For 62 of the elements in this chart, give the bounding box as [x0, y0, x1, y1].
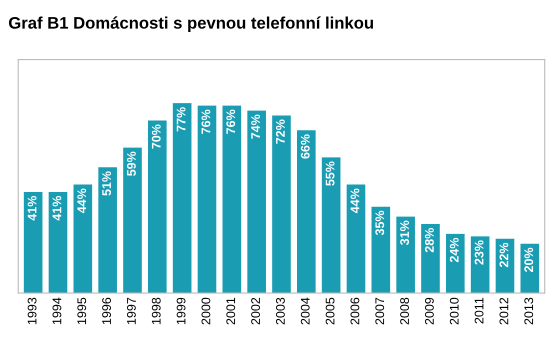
data-label: 55% [326, 161, 334, 186]
bar [272, 116, 291, 294]
x-tick-label: 1995 [77, 298, 86, 324]
bar [198, 106, 216, 294]
data-label: 22% [499, 242, 508, 268]
bar [148, 120, 167, 294]
data-label: 41% [52, 196, 62, 220]
x-tick-label: 2005 [326, 298, 334, 324]
bar [24, 192, 42, 294]
x-tick-label: 2013 [524, 298, 534, 324]
data-label: 66% [300, 134, 310, 159]
bar [123, 148, 142, 294]
bar [396, 216, 415, 294]
bar [172, 103, 192, 294]
x-tick-label: 1994 [52, 298, 62, 324]
x-tick-label: 2000 [201, 298, 210, 324]
bar [496, 238, 514, 294]
data-label: 23% [474, 240, 484, 265]
data-label: 28% [424, 228, 434, 252]
bar [446, 234, 465, 294]
bar [371, 206, 390, 294]
data-label: 51% [102, 171, 112, 196]
data-label: 76% [226, 110, 236, 134]
x-tick-label: 2011 [474, 298, 484, 324]
data-label: 77% [176, 107, 186, 132]
data-label: 59% [126, 152, 136, 176]
x-tick-label: 2006 [350, 298, 360, 324]
bar [74, 184, 92, 294]
x-tick-label: 2012 [499, 298, 508, 324]
data-label: 24% [450, 238, 459, 262]
x-tick-label: 1997 [126, 298, 136, 324]
x-tick-label: 2009 [424, 298, 434, 324]
data-label: 74% [251, 114, 260, 139]
data-label: 76% [201, 110, 210, 134]
data-label: 20% [524, 248, 534, 272]
data-label: 44% [77, 188, 86, 214]
x-tick-label: 1998 [152, 298, 161, 324]
bar [222, 106, 242, 294]
x-tick-label: 1993 [28, 298, 37, 324]
data-label: 44% [350, 188, 360, 214]
x-tick-label: 1999 [176, 298, 186, 324]
bar [297, 130, 316, 294]
x-tick-label: 2007 [375, 298, 384, 324]
data-label: 41% [28, 196, 36, 220]
bar [247, 110, 266, 294]
x-tick-label: 2010 [450, 298, 459, 324]
x-tick-label: 2001 [226, 298, 236, 324]
bar [421, 224, 440, 294]
x-tick-label: 2003 [276, 298, 285, 324]
data-label: 35% [375, 210, 384, 236]
data-label: 72% [276, 120, 285, 144]
data-label: 31% [400, 220, 410, 246]
bar [346, 184, 366, 294]
chart-title: Graf B1 Domácnosti s pevnou telefonní linkou [8, 16, 373, 32]
x-tick-label: 1996 [102, 298, 112, 324]
data-label: 70% [152, 124, 161, 149]
x-tick-label: 2002 [251, 298, 260, 324]
x-tick-label: 2008 [400, 298, 409, 324]
bar [48, 192, 68, 294]
x-tick-label: 2004 [300, 298, 310, 324]
bar [98, 167, 117, 294]
bar [322, 157, 340, 294]
